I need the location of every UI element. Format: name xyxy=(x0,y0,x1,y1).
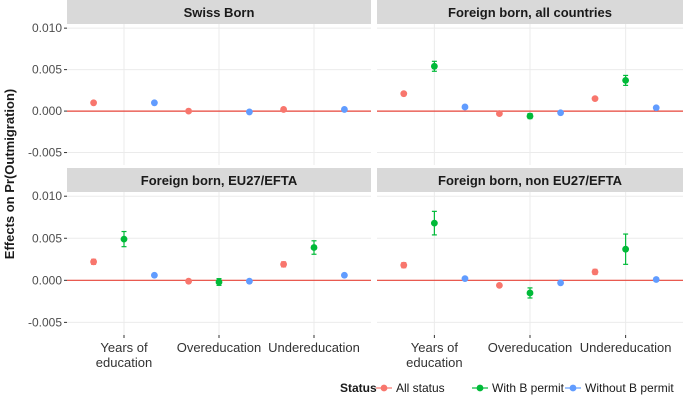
data-point xyxy=(496,110,503,117)
legend-label: All status xyxy=(396,381,445,395)
legend: Status All status With B permit Without B … xyxy=(340,381,674,395)
panel: Foreign born, all countries xyxy=(377,0,683,165)
panel-strip xyxy=(67,0,371,24)
panel-title: Foreign born, EU27/EFTA xyxy=(141,173,298,188)
y-tick-label: -0.005 xyxy=(28,315,62,329)
data-point xyxy=(90,258,97,266)
x-tick-label-line: education xyxy=(96,355,152,370)
panel-title: Foreign born, non EU27/EFTA xyxy=(438,173,623,188)
legend-label: Without B permit xyxy=(585,381,674,395)
panel-title: Swiss Born xyxy=(184,5,255,20)
data-point xyxy=(341,271,348,279)
x-tick-label-line: Undereducation xyxy=(268,340,360,355)
data-point xyxy=(215,278,223,286)
y-tick-label: 0.005 xyxy=(32,63,62,77)
data-point xyxy=(400,90,408,98)
x-tick-label: Undereducation xyxy=(580,340,672,355)
data-point xyxy=(526,112,534,120)
x-tick-label: Undereducation xyxy=(268,340,360,355)
data-point xyxy=(310,244,318,251)
data-point xyxy=(591,268,599,276)
x-tick-label: Years of education xyxy=(406,340,462,370)
panel-strip xyxy=(377,168,683,192)
x-tick-label: Years of education xyxy=(96,340,152,370)
legend-key-point xyxy=(569,384,577,392)
data-point xyxy=(246,277,253,285)
data-point xyxy=(557,279,564,287)
y-tick-label: -0.005 xyxy=(28,146,62,160)
legend-label: With B permit xyxy=(492,381,565,395)
data-point xyxy=(622,77,630,84)
data-point xyxy=(185,277,193,285)
data-point xyxy=(151,99,158,107)
data-point xyxy=(185,107,193,115)
data-point xyxy=(622,245,630,253)
data-point xyxy=(526,289,534,297)
data-point xyxy=(652,276,660,283)
legend-title: Status xyxy=(340,381,377,395)
data-point xyxy=(430,219,438,227)
panel-strip xyxy=(67,168,371,192)
y-tick-label: 0.005 xyxy=(32,231,62,245)
data-point xyxy=(280,106,287,113)
data-point xyxy=(90,99,97,107)
data-point xyxy=(557,109,564,117)
x-tick-label-line: Overeducation xyxy=(177,340,262,355)
y-tick-label: 0.010 xyxy=(32,189,62,203)
data-point xyxy=(151,271,158,279)
legend-entry: Without B permit xyxy=(565,381,674,395)
legend-entry: All status xyxy=(376,381,445,395)
panel: Swiss Born -0.005 0.000 0.005 0.010 xyxy=(28,0,371,165)
legend-key-point xyxy=(380,384,388,392)
panel: Foreign born, EU27/EFTA -0.005 0.000 0.005 0… xyxy=(28,168,371,370)
y-tick-label: 0.000 xyxy=(32,104,62,118)
x-tick-label-line: education xyxy=(406,355,462,370)
data-point xyxy=(430,62,438,70)
x-tick-label-line: Undereducation xyxy=(580,340,672,355)
legend-key-point xyxy=(476,384,484,392)
data-point xyxy=(341,106,348,113)
data-point xyxy=(120,235,128,243)
panel-title: Foreign born, all countries xyxy=(448,5,612,20)
data-point xyxy=(496,281,503,289)
data-point xyxy=(461,275,469,283)
legend-entry: With B permit xyxy=(472,381,565,395)
panel-strip xyxy=(377,0,683,24)
data-point xyxy=(461,103,469,111)
y-axis-title: Effects on Pr(Outmigration) xyxy=(2,89,17,259)
data-point xyxy=(280,260,287,268)
data-point xyxy=(652,104,660,112)
panel: Foreign born, non EU27/EFTA Years of educa… xyxy=(377,168,683,370)
x-tick-label-line: Years of xyxy=(100,340,148,355)
y-tick-label: 0.010 xyxy=(32,21,62,35)
data-point xyxy=(591,95,599,103)
x-tick-label: Overeducation xyxy=(177,340,262,355)
x-tick-label: Overeducation xyxy=(488,340,573,355)
x-tick-label-line: Overeducation xyxy=(488,340,573,355)
data-point xyxy=(400,261,408,269)
data-point xyxy=(246,108,253,116)
y-tick-label: 0.000 xyxy=(32,273,62,287)
x-tick-label-line: Years of xyxy=(411,340,459,355)
